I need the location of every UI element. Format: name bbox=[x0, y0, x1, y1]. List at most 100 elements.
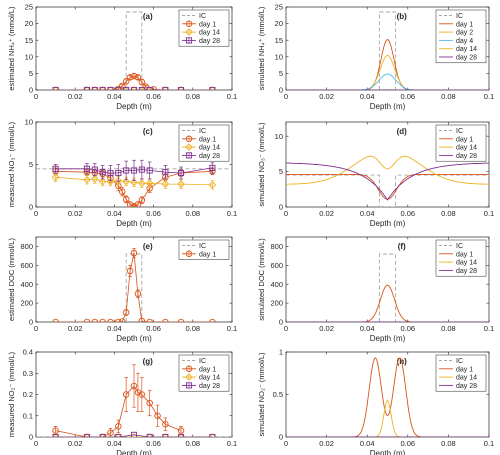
y-tick-label: 20 bbox=[25, 19, 33, 28]
legend-label-IC: IC bbox=[456, 128, 463, 135]
legend-label-day-4: day 4 bbox=[456, 38, 473, 45]
data-point-day-1 bbox=[134, 74, 142, 81]
data-point-day-28 bbox=[99, 86, 106, 90]
legend-label-day-14: day 14 bbox=[456, 145, 477, 152]
x-tick-label: 0.04 bbox=[107, 92, 122, 101]
legend-label-day-2: day 2 bbox=[456, 30, 473, 37]
legend-label-day-14: day 14 bbox=[456, 260, 477, 267]
chart-panel-e: 0 0.02 0.04 0.06 0.08 0.1 0 200 400 600 800 Depth (… bbox=[7, 236, 237, 343]
data-point-day-1 bbox=[115, 318, 122, 322]
legend-marker-day-14 bbox=[185, 143, 193, 151]
data-point-day-1 bbox=[162, 421, 169, 428]
legend-label-day-14: day 14 bbox=[199, 145, 220, 152]
legend-label-day-1: day 1 bbox=[199, 21, 216, 28]
x-axis-label: Depth (m) bbox=[116, 449, 152, 455]
y-axis-label: simulated NO₂⁻ (mmol/L) bbox=[257, 352, 266, 436]
y-tick-label: 200 bbox=[20, 299, 33, 308]
x-tick-label: 0.1 bbox=[484, 324, 494, 333]
x-tick-label: 0.02 bbox=[319, 324, 334, 333]
x-tick-label: 0.02 bbox=[319, 209, 334, 218]
legend-label-day-28: day 28 bbox=[456, 55, 477, 62]
data-point-day-1 bbox=[138, 196, 146, 204]
y-tick-label: 20 bbox=[275, 19, 283, 28]
x-tick-label: 0.1 bbox=[227, 209, 237, 218]
x-tick-label: 0.04 bbox=[360, 209, 375, 218]
series-line-day-2 bbox=[286, 55, 489, 90]
data-point-day-1 bbox=[130, 202, 138, 207]
y-tick-label: 0 bbox=[279, 433, 283, 442]
legend-label-IC: IC bbox=[456, 358, 463, 365]
data-point-day-1 bbox=[138, 391, 146, 398]
x-tick-label: 0.02 bbox=[68, 209, 83, 218]
x-tick-label: 0.06 bbox=[146, 209, 161, 218]
y-tick-label: 5 bbox=[29, 160, 33, 169]
data-point-day-28 bbox=[107, 86, 114, 90]
x-axis-label: Depth (m) bbox=[370, 334, 406, 343]
data-point-day-28 bbox=[52, 165, 59, 172]
x-tick-label: 0.1 bbox=[484, 439, 494, 448]
data-point-day-14 bbox=[177, 86, 185, 90]
data-point-day-14 bbox=[83, 175, 91, 184]
data-point-day-28 bbox=[99, 433, 106, 437]
y-tick-label: 0 bbox=[29, 203, 33, 212]
data-point-day-1 bbox=[130, 249, 138, 257]
x-tick-label: 0.08 bbox=[185, 324, 200, 333]
chart-panel-c: 0 0.02 0.04 0.06 0.08 0.1 0 5 10 Depth (m) measure… bbox=[7, 118, 237, 228]
data-point-day-14 bbox=[145, 433, 154, 437]
data-point-day-1 bbox=[52, 318, 59, 322]
data-point-day-14 bbox=[138, 86, 146, 90]
y-tick-label: 10 bbox=[25, 118, 33, 127]
data-point-day-1 bbox=[122, 309, 130, 316]
panel-tag: (d) bbox=[397, 127, 408, 136]
x-tick-label: 0.02 bbox=[319, 439, 334, 448]
data-point-day-1 bbox=[150, 86, 157, 90]
data-point-day-28 bbox=[162, 433, 169, 437]
series-line-day-28 bbox=[286, 162, 489, 201]
x-tick-label: 0.08 bbox=[185, 439, 200, 448]
legend-label-day-1: day 1 bbox=[456, 251, 473, 258]
y-tick-label: 10 bbox=[275, 132, 283, 141]
data-point-day-14 bbox=[145, 86, 154, 90]
data-point-day-1 bbox=[122, 391, 130, 398]
y-tick-label: 0 bbox=[29, 433, 33, 442]
data-point-day-14 bbox=[114, 433, 123, 437]
x-tick-label: 0.08 bbox=[441, 209, 456, 218]
y-tick-label: 0 bbox=[29, 86, 33, 95]
legend-box bbox=[435, 124, 487, 162]
y-tick-label: 5 bbox=[279, 69, 283, 78]
y-tick-label: 0.5 bbox=[273, 390, 283, 399]
chart-panel-f: 0 0.02 0.04 0.06 0.08 0.1 0 200 400 600 800 Depth (… bbox=[257, 236, 494, 343]
data-point-day-14 bbox=[130, 433, 138, 437]
data-point-day-1 bbox=[99, 318, 106, 322]
data-point-day-14 bbox=[145, 179, 154, 188]
data-point-day-28 bbox=[83, 165, 91, 172]
data-point-day-1 bbox=[118, 318, 126, 322]
data-point-day-28 bbox=[138, 86, 145, 90]
data-point-day-28 bbox=[91, 86, 98, 90]
data-point-day-14 bbox=[106, 177, 115, 186]
legend-label-day-14: day 14 bbox=[456, 46, 477, 53]
data-point-day-14 bbox=[114, 176, 123, 185]
x-tick-label: 0.02 bbox=[68, 92, 83, 101]
series-layer bbox=[286, 155, 489, 207]
legend-marker-day-14 bbox=[185, 28, 193, 36]
series-layer bbox=[286, 357, 489, 437]
series-layer bbox=[52, 247, 216, 322]
x-tick-label: 0.08 bbox=[185, 209, 200, 218]
y-tick-label: 800 bbox=[270, 242, 283, 251]
y-tick-label: 0 bbox=[279, 86, 283, 95]
x-tick-label: 0.06 bbox=[146, 439, 161, 448]
data-point-day-28 bbox=[107, 169, 114, 177]
panel-tag: (g) bbox=[143, 357, 154, 366]
data-point-day-1 bbox=[122, 78, 130, 85]
legend-marker-day-14 bbox=[185, 373, 193, 381]
chart-panel-d: 0 0.02 0.04 0.06 0.08 0.1 0 5 10 Depth (m) simulat… bbox=[257, 121, 494, 228]
data-point-day-28 bbox=[99, 169, 106, 176]
y-tick-label: 0.3 bbox=[23, 369, 33, 378]
legend-marker-day-28 bbox=[185, 382, 193, 389]
data-point-day-1 bbox=[126, 74, 134, 81]
legend-label-day-1: day 1 bbox=[456, 21, 473, 28]
